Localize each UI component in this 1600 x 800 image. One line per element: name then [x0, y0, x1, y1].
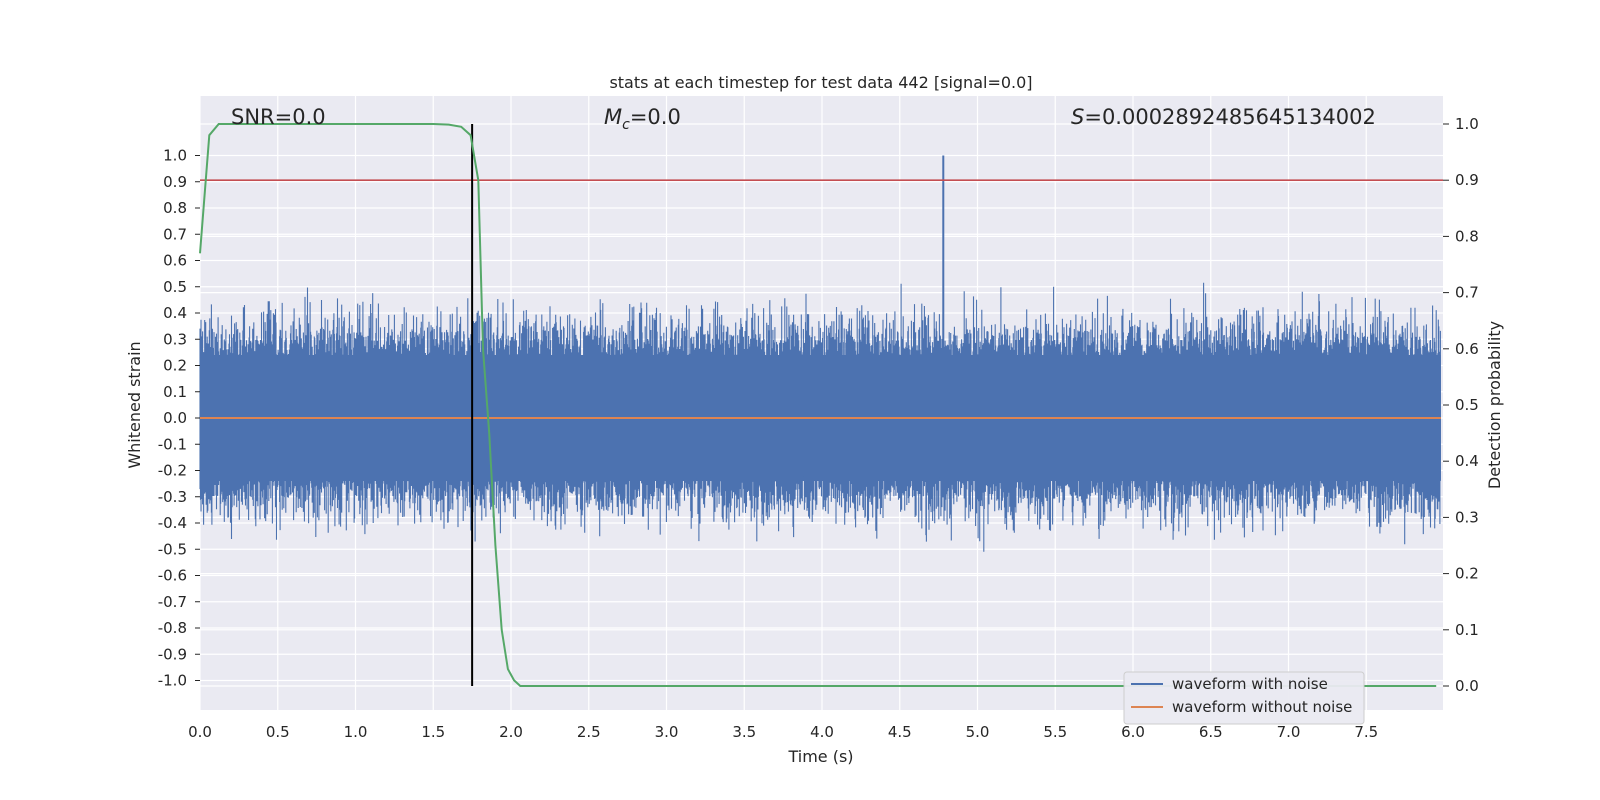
noise-trace	[199, 282, 1441, 552]
y-tick-label: 0.3	[163, 330, 187, 348]
s-symbol: S	[1071, 105, 1084, 129]
s-value: =0.0002892485645134002	[1084, 105, 1376, 129]
y2-tick-label: 0.9	[1455, 171, 1479, 189]
y-tick-label: 0.6	[163, 252, 187, 270]
snr-annotation: SNR=0.0	[231, 105, 326, 129]
x-tick-label: 7.0	[1277, 723, 1301, 741]
x-tick-label: 4.0	[810, 723, 834, 741]
x-tick-label: 2.5	[577, 723, 601, 741]
x-tick-labels: 0.0 0.5 1.0 1.5 2.0 2.5 3.0 3.5 4.0 4.5 5.0 5.5 6.0 6…	[188, 723, 1378, 741]
x-tick-label: 1.5	[421, 723, 445, 741]
legend-label-clean: waveform without noise	[1172, 698, 1352, 716]
y-tick-label: 0.2	[163, 357, 187, 375]
chart-title: stats at each timestep for test data 442…	[609, 73, 1032, 92]
y-tick-label: 0.4	[163, 304, 187, 322]
x-tick-label: 4.5	[888, 723, 912, 741]
y-tick-label: 1.0	[163, 147, 187, 165]
x-tick-label: 3.5	[732, 723, 756, 741]
y-tick-label: 0.0	[163, 409, 187, 427]
y2-tick-label: 0.0	[1455, 677, 1479, 695]
x-tick-label: 1.0	[344, 723, 368, 741]
x-tick-label: 7.5	[1354, 723, 1378, 741]
mc-annotation: Mc=0.0	[604, 105, 681, 133]
y-tick-label: 0.9	[163, 173, 187, 191]
y2-axis-label: Detection probability	[1485, 321, 1504, 489]
y-tick-label: -0.1	[158, 435, 187, 453]
y2-tick-label: 0.2	[1455, 565, 1479, 583]
y-tick-label: 0.7	[163, 225, 187, 243]
mc-subscript: c	[622, 117, 630, 133]
legend-box	[1123, 671, 1365, 725]
s-annotation: S=0.0002892485645134002	[1071, 105, 1376, 129]
y-tick-label: -0.9	[158, 645, 187, 663]
y2-tick-label: 1.0	[1455, 115, 1479, 133]
y2-tick-label: 0.3	[1455, 508, 1479, 526]
y-tick-label: -0.6	[158, 567, 187, 585]
x-tick-label: 6.5	[1199, 723, 1223, 741]
y-tick-label: 0.1	[163, 383, 187, 401]
x-tick-label: 0.5	[266, 723, 290, 741]
y2-tick-label: 0.6	[1455, 340, 1479, 358]
y-tick-label: -0.2	[158, 462, 187, 480]
y2-tick-label: 0.7	[1455, 284, 1479, 302]
y-tick-label: -0.5	[158, 540, 187, 558]
mc-value: =0.0	[630, 105, 681, 129]
x-tick-label: 6.0	[1121, 723, 1145, 741]
x-tick-label: 2.0	[499, 723, 523, 741]
detection-probability-line	[199, 123, 1437, 687]
y2-tick-label: 0.4	[1455, 452, 1479, 470]
mc-symbol: M	[604, 105, 622, 129]
x-tick-label: 5.0	[966, 723, 990, 741]
y-tick-label: -0.4	[158, 514, 187, 532]
y2-tick-labels: 1.0 0.9 0.8 0.7 0.6 0.5 0.4 0.3 0.2 0.1 0.0	[1443, 115, 1479, 695]
y2-tick-label: 0.5	[1455, 396, 1479, 414]
y-tick-label: -0.8	[158, 619, 187, 637]
x-tick-label: 5.5	[1043, 723, 1067, 741]
y-tick-label: -0.7	[158, 593, 187, 611]
x-tick-label: 3.0	[655, 723, 679, 741]
y-tick-label: 0.5	[163, 278, 187, 296]
legend-label-noise: waveform with noise	[1172, 675, 1328, 693]
y-tick-label: -0.3	[158, 488, 187, 506]
y-tick-label: 0.8	[163, 199, 187, 217]
y-tick-label: -1.0	[158, 672, 187, 690]
y-axis-label: Whitened strain	[125, 341, 144, 468]
x-tick-label: 0.0	[188, 723, 212, 741]
y2-tick-label: 0.1	[1455, 621, 1479, 639]
legend: waveform with noise waveform without noi…	[1123, 671, 1365, 725]
y2-tick-label: 0.8	[1455, 227, 1479, 245]
y-tick-labels: 1.0 0.9 0.8 0.7 0.6 0.5 0.4 0.3 0.2 0.1 0.0 -0.1 -0.…	[158, 147, 200, 690]
x-axis-label: Time (s)	[787, 747, 853, 766]
